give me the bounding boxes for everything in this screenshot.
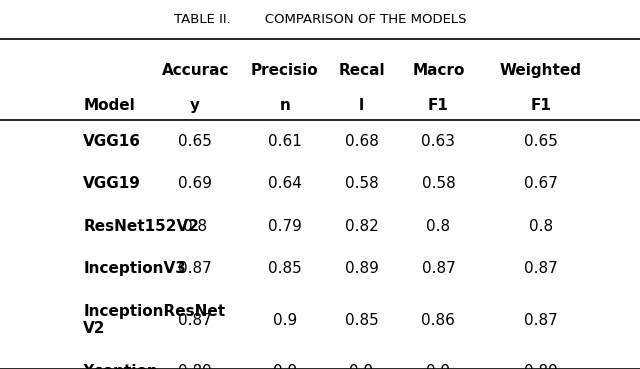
Text: 0.9: 0.9: [426, 364, 451, 369]
Text: l: l: [359, 98, 364, 113]
Text: 0.9: 0.9: [273, 313, 297, 328]
Text: 0.58: 0.58: [345, 176, 378, 191]
Text: 0.87: 0.87: [179, 261, 212, 276]
Text: 0.69: 0.69: [178, 176, 212, 191]
Text: 0.8: 0.8: [426, 218, 451, 234]
Text: 0.87: 0.87: [179, 313, 212, 328]
Text: 0.64: 0.64: [268, 176, 301, 191]
Text: VGG19: VGG19: [83, 176, 141, 191]
Text: Recal: Recal: [339, 63, 385, 77]
Text: 0.89: 0.89: [179, 364, 212, 369]
Text: 0.85: 0.85: [345, 313, 378, 328]
Text: 0.85: 0.85: [268, 261, 301, 276]
Text: Xception: Xception: [83, 364, 159, 369]
Text: y: y: [190, 98, 200, 113]
Text: 0.89: 0.89: [524, 364, 557, 369]
Text: 0.87: 0.87: [524, 313, 557, 328]
Text: F1: F1: [531, 98, 551, 113]
Text: ResNet152V2: ResNet152V2: [83, 218, 199, 234]
Text: Macro: Macro: [412, 63, 465, 77]
Text: 0.58: 0.58: [422, 176, 455, 191]
Text: n: n: [280, 98, 290, 113]
Text: 0.61: 0.61: [268, 134, 301, 149]
Text: 0.79: 0.79: [268, 218, 301, 234]
Text: 0.65: 0.65: [179, 134, 212, 149]
Text: 0.9: 0.9: [273, 364, 297, 369]
Text: Weighted: Weighted: [500, 63, 582, 77]
Text: TABLE II.        COMPARISON OF THE MODELS: TABLE II. COMPARISON OF THE MODELS: [173, 13, 467, 26]
Text: F1: F1: [428, 98, 449, 113]
Text: 0.68: 0.68: [345, 134, 378, 149]
Text: 0.87: 0.87: [422, 261, 455, 276]
Text: Accurac: Accurac: [161, 63, 229, 77]
Text: 0.86: 0.86: [422, 313, 455, 328]
Text: 0.9: 0.9: [349, 364, 374, 369]
Text: 0.65: 0.65: [524, 134, 557, 149]
Text: Precisio: Precisio: [251, 63, 319, 77]
Text: 0.82: 0.82: [345, 218, 378, 234]
Text: 0.8: 0.8: [529, 218, 553, 234]
Text: VGG16: VGG16: [83, 134, 141, 149]
Text: 0.8: 0.8: [183, 218, 207, 234]
Text: Model: Model: [83, 98, 135, 113]
Text: 0.67: 0.67: [524, 176, 557, 191]
Text: 0.89: 0.89: [345, 261, 378, 276]
Text: InceptionResNet
V2: InceptionResNet V2: [83, 304, 225, 336]
Text: InceptionV3: InceptionV3: [83, 261, 186, 276]
Text: 0.87: 0.87: [524, 261, 557, 276]
Text: 0.63: 0.63: [421, 134, 456, 149]
